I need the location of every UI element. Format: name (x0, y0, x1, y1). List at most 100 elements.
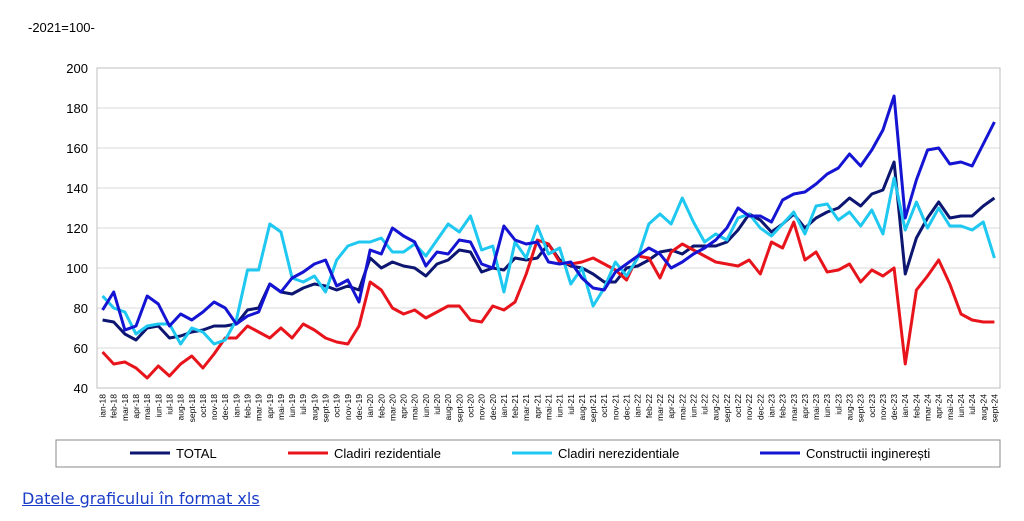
x-tick-label: sept-21 (588, 394, 598, 423)
x-tick-label: iun-22 (688, 394, 698, 418)
x-tick-label: aug-23 (845, 394, 855, 421)
x-tick-label: oct-23 (867, 394, 877, 418)
series-line (101, 220, 995, 380)
x-tick-label: ian-21 (499, 394, 509, 418)
x-tick-label: mar-20 (387, 394, 397, 421)
y-tick-label: 100 (66, 261, 88, 276)
x-tick-label: feb-19 (243, 394, 253, 418)
x-tick-label: nov-21 (610, 394, 620, 420)
x-tick-label: mai-21 (544, 394, 554, 420)
x-tick-label: oct-21 (599, 394, 609, 418)
x-tick-label: aug-20 (443, 394, 453, 421)
x-tick-label: feb-22 (644, 394, 654, 418)
x-tick-label: sept-23 (856, 394, 866, 423)
x-tick-label: iun-24 (956, 394, 966, 418)
x-tick-label: mar-24 (923, 394, 933, 421)
x-tick-label: ian-23 (766, 394, 776, 418)
y-tick-label: 60 (74, 341, 88, 356)
x-tick-label: dec-20 (488, 394, 498, 420)
x-tick-label: iun-18 (153, 394, 163, 418)
x-tick-label: aug-18 (176, 394, 186, 421)
x-tick-label: ian-19 (231, 394, 241, 418)
x-tick-label: oct-20 (465, 394, 475, 418)
x-tick-label: sept-20 (454, 394, 464, 423)
y-tick-label: 160 (66, 141, 88, 156)
x-tick-label: dec-19 (354, 394, 364, 420)
y-tick-label: 200 (66, 61, 88, 76)
x-tick-label: iul-24 (967, 394, 977, 415)
data-link[interactable]: Datele graficului în format xls (22, 489, 260, 508)
legend-label: TOTAL (176, 446, 217, 461)
x-tick-label: mar-18 (120, 394, 130, 421)
x-tick-label: apr-22 (666, 394, 676, 419)
x-tick-label: mai-19 (276, 394, 286, 420)
x-tick-label: mai-18 (142, 394, 152, 420)
x-tick-label: feb-23 (778, 394, 788, 418)
x-tick-label: iun-19 (287, 394, 297, 418)
y-tick-label: 120 (66, 221, 88, 236)
x-tick-label: mar-23 (789, 394, 799, 421)
legend-label: Cladiri rezidentiale (334, 446, 441, 461)
x-tick-label: mai-20 (410, 394, 420, 420)
x-tick-label: iul-23 (833, 394, 843, 415)
plot-frame (96, 67, 1001, 389)
x-tick-label: iul-22 (700, 394, 710, 415)
x-tick-label: dec-23 (889, 394, 899, 420)
chart-subtitle: -2021=100- (28, 20, 95, 35)
x-tick-label: nov-20 (477, 394, 487, 420)
x-tick-label: oct-22 (733, 394, 743, 418)
y-tick-label: 180 (66, 101, 88, 116)
legend-label: Constructii inginerești (806, 446, 930, 461)
x-tick-label: sept-24 (989, 394, 999, 423)
x-tick-label: dec-18 (220, 394, 230, 420)
x-tick-label: ian-24 (900, 394, 910, 418)
x-tick-label: mai-22 (677, 394, 687, 420)
x-tick-label: apr-20 (399, 394, 409, 419)
x-tick-label: ian-22 (633, 394, 643, 418)
x-tick-label: oct-19 (332, 394, 342, 418)
legend-label: Cladiri nerezidentiale (558, 446, 679, 461)
x-tick-label: mai-23 (811, 394, 821, 420)
x-tick-label: aug-22 (711, 394, 721, 421)
x-tick-label: sept-18 (187, 394, 197, 423)
x-tick-label: nov-22 (744, 394, 754, 420)
chart: -2021=100- 40 60 80 100 120 140 160 180 200 ian-1… (28, 20, 1001, 468)
x-tick-label: mar-22 (655, 394, 665, 421)
x-tick-label: nov-19 (343, 394, 353, 420)
x-tick-label: aug-19 (309, 394, 319, 421)
x-tick-label: sept-19 (321, 394, 331, 423)
x-tick-label: feb-18 (109, 394, 119, 418)
series-line (101, 94, 996, 332)
x-tick-label: apr-23 (800, 394, 810, 419)
x-tick-label: apr-18 (131, 394, 141, 419)
x-tick-label: feb-24 (911, 394, 921, 418)
x-tick-label: iun-23 (822, 394, 832, 418)
x-tick-label: iul-19 (298, 394, 308, 415)
x-tick-label: mai-24 (945, 394, 955, 420)
x-tick-label: apr-24 (934, 394, 944, 419)
x-tick-label: ian-18 (98, 394, 108, 418)
x-tick-label: feb-21 (510, 394, 520, 418)
legend-box (55, 439, 1001, 468)
x-tick-label: feb-20 (376, 394, 386, 418)
x-tick-label: ian-20 (365, 394, 375, 418)
series-line (101, 176, 996, 346)
x-tick-label: iun-21 (555, 394, 565, 418)
y-tick-label: 40 (74, 381, 88, 396)
x-tick-label: dec-22 (755, 394, 765, 420)
y-tick-label: 140 (66, 181, 88, 196)
x-tick-label: nov-23 (878, 394, 888, 420)
x-tick-label: oct-18 (198, 394, 208, 418)
x-tick-label: iul-21 (566, 394, 576, 415)
x-tick-label: nov-18 (209, 394, 219, 420)
x-tick-label: apr-19 (265, 394, 275, 419)
x-tick-label: apr-21 (532, 394, 542, 419)
x-tick-label: mar-19 (254, 394, 264, 421)
x-tick-label: sept-22 (722, 394, 732, 423)
x-tick-label: dec-21 (622, 394, 632, 420)
x-tick-label: aug-24 (978, 394, 988, 421)
y-tick-label: 80 (74, 301, 88, 316)
x-tick-label: aug-21 (577, 394, 587, 421)
x-tick-label: iul-20 (432, 394, 442, 415)
